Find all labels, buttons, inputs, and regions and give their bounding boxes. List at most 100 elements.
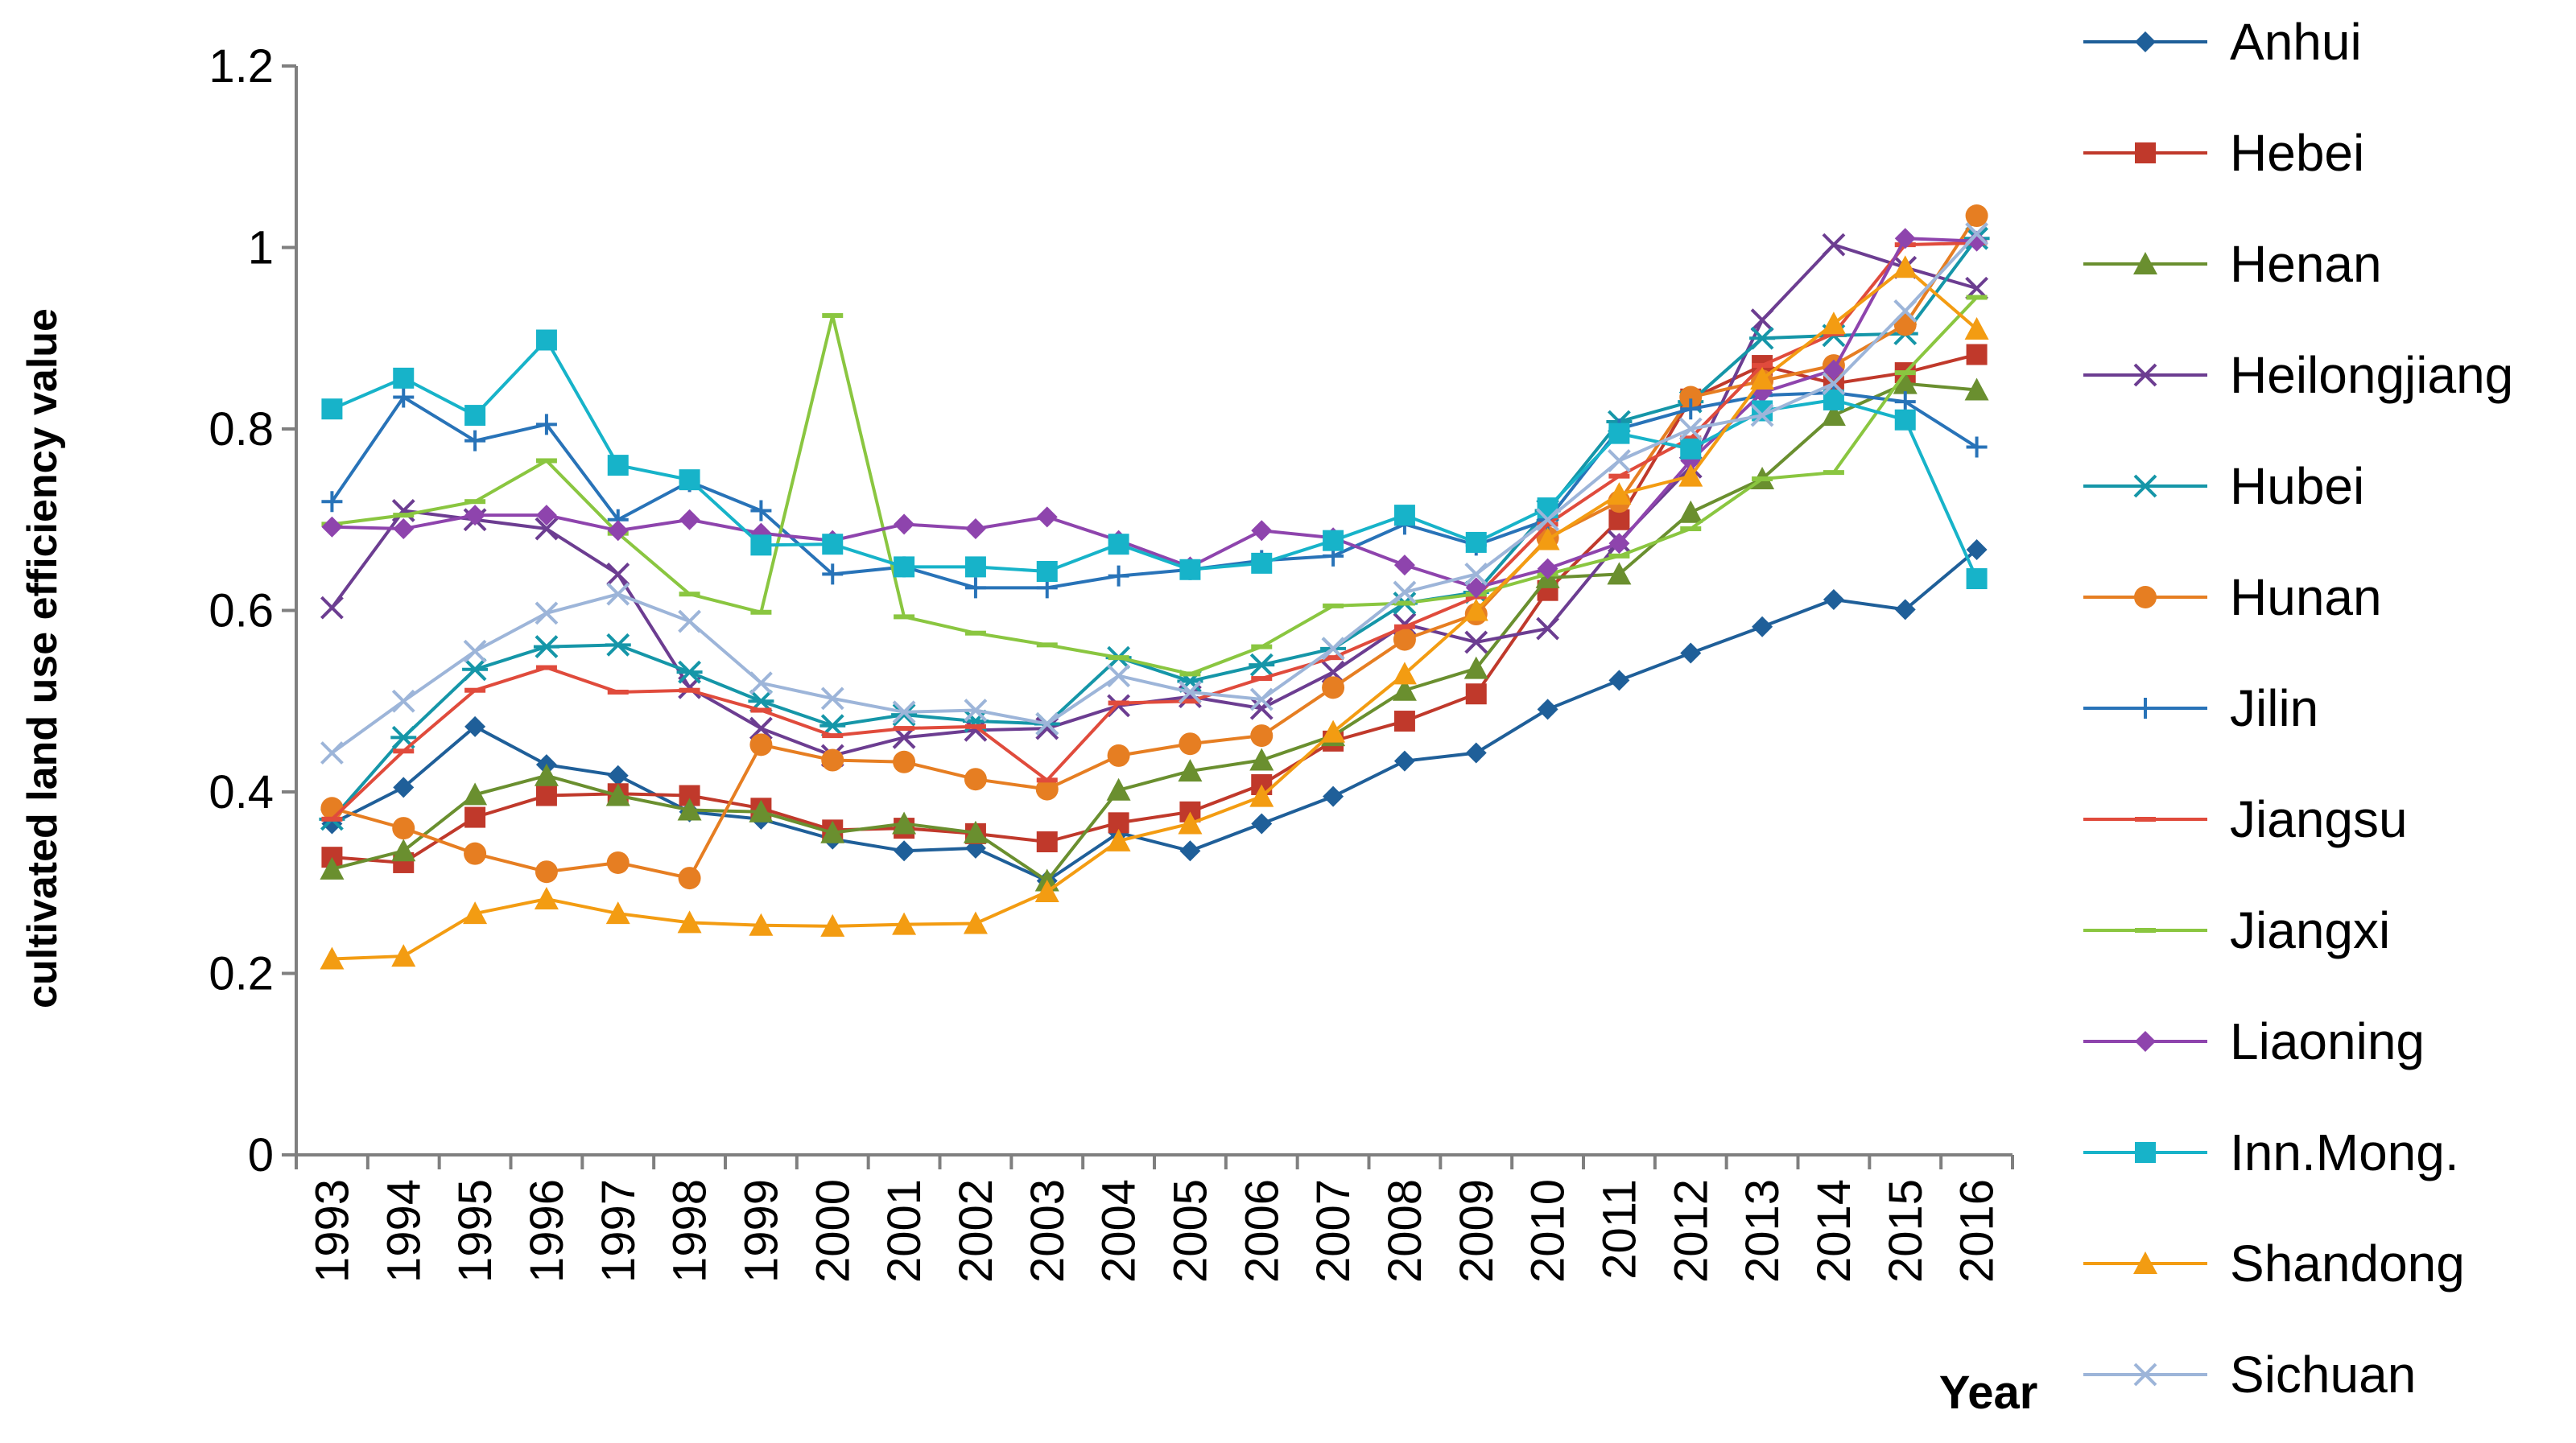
series-hubei bbox=[319, 226, 1990, 831]
data-point bbox=[607, 520, 629, 542]
legend-label: Inn.Mong. bbox=[2230, 1123, 2459, 1181]
data-point bbox=[535, 329, 557, 351]
data-point bbox=[607, 455, 629, 476]
data-point bbox=[750, 534, 772, 556]
data-point bbox=[535, 785, 557, 806]
data-point bbox=[1966, 568, 1988, 590]
data-point bbox=[464, 715, 486, 737]
data-point bbox=[894, 726, 915, 732]
data-point bbox=[1392, 678, 1417, 701]
data-point bbox=[1608, 553, 1630, 559]
legend-item: Jilin bbox=[2083, 679, 2318, 737]
series-jiangxi bbox=[321, 295, 1988, 677]
data-point bbox=[894, 840, 915, 862]
x-tick-label: 2002 bbox=[950, 1179, 1002, 1283]
data-point bbox=[464, 430, 486, 451]
data-point bbox=[1894, 228, 1916, 249]
x-tick-label: 2008 bbox=[1379, 1179, 1431, 1283]
data-point bbox=[964, 699, 988, 722]
legend-marker bbox=[2135, 142, 2156, 163]
data-point bbox=[1608, 533, 1630, 555]
y-tick-label: 0.2 bbox=[208, 948, 274, 1000]
data-point bbox=[320, 741, 344, 765]
legend-marker bbox=[2133, 1363, 2157, 1387]
y-tick-label: 0.8 bbox=[208, 403, 274, 456]
data-point bbox=[1393, 628, 1416, 651]
legend-label: Sichuan bbox=[2230, 1346, 2416, 1404]
data-point bbox=[391, 839, 416, 862]
data-point bbox=[821, 748, 844, 772]
data-point bbox=[321, 491, 343, 513]
data-point bbox=[1393, 600, 1415, 606]
data-point bbox=[1823, 359, 1844, 381]
data-point bbox=[1608, 423, 1630, 444]
legend-marker bbox=[2135, 1031, 2156, 1052]
data-point bbox=[676, 660, 703, 684]
data-point bbox=[1750, 403, 1774, 427]
legend-item: Jiangxi bbox=[2083, 901, 2390, 959]
y-tick-label: 0.6 bbox=[208, 585, 274, 637]
data-point bbox=[964, 630, 986, 636]
series-sichuan bbox=[320, 222, 1988, 765]
data-point bbox=[1034, 880, 1059, 903]
series-shandong bbox=[320, 255, 1989, 970]
series-line bbox=[331, 233, 1979, 755]
data-point bbox=[535, 665, 557, 670]
data-point bbox=[1108, 700, 1129, 706]
legend-marker bbox=[2133, 252, 2157, 274]
data-point bbox=[1463, 598, 1488, 621]
data-point bbox=[1821, 403, 1846, 427]
legend-item: Jiangsu bbox=[2083, 790, 2408, 848]
legend-marker bbox=[2135, 928, 2156, 933]
data-point bbox=[894, 513, 915, 535]
data-point bbox=[1249, 653, 1275, 677]
y-tick-label: 1 bbox=[248, 222, 274, 274]
x-tick-label: 2011 bbox=[1593, 1179, 1645, 1280]
data-point bbox=[535, 505, 557, 526]
data-point bbox=[605, 901, 630, 925]
data-point bbox=[535, 458, 557, 464]
data-point bbox=[1251, 552, 1273, 574]
data-point bbox=[1251, 813, 1273, 835]
x-tick-label: 2013 bbox=[1736, 1179, 1789, 1283]
data-point bbox=[464, 405, 486, 427]
data-point bbox=[462, 658, 489, 682]
data-point bbox=[1393, 711, 1415, 732]
data-point bbox=[534, 763, 559, 786]
x-tick-label: 2010 bbox=[1522, 1179, 1575, 1283]
data-point bbox=[820, 686, 844, 711]
data-point bbox=[1178, 811, 1203, 835]
x-tick-label: 2003 bbox=[1022, 1179, 1074, 1283]
data-point bbox=[1752, 476, 1773, 482]
series-anhui bbox=[321, 538, 1988, 892]
data-point bbox=[1249, 748, 1274, 771]
series-line bbox=[331, 548, 1978, 883]
data-point bbox=[1179, 840, 1201, 862]
data-point bbox=[1966, 436, 1988, 458]
data-point bbox=[964, 577, 986, 599]
data-point bbox=[750, 707, 772, 713]
data-point bbox=[1679, 385, 1703, 409]
data-point bbox=[893, 750, 916, 773]
data-point bbox=[393, 386, 415, 408]
data-point bbox=[1537, 558, 1558, 579]
x-tick-label: 2000 bbox=[807, 1179, 859, 1283]
data-point bbox=[964, 768, 987, 791]
data-point bbox=[679, 469, 700, 491]
x-tick-label: 1998 bbox=[664, 1179, 716, 1283]
data-point bbox=[1393, 505, 1415, 526]
data-point bbox=[820, 913, 845, 937]
data-point bbox=[1822, 233, 1846, 257]
series-henan bbox=[320, 371, 1989, 892]
plot-area bbox=[319, 204, 1990, 970]
data-point bbox=[1966, 295, 1988, 300]
data-point bbox=[1535, 527, 1560, 550]
data-point bbox=[1678, 417, 1703, 441]
series-line bbox=[332, 265, 1978, 961]
data-point bbox=[393, 777, 415, 798]
data-point bbox=[1249, 687, 1274, 711]
series-inn-mong bbox=[321, 329, 1988, 590]
data-point bbox=[963, 911, 988, 934]
data-point bbox=[1536, 508, 1559, 532]
data-point bbox=[1608, 473, 1630, 479]
